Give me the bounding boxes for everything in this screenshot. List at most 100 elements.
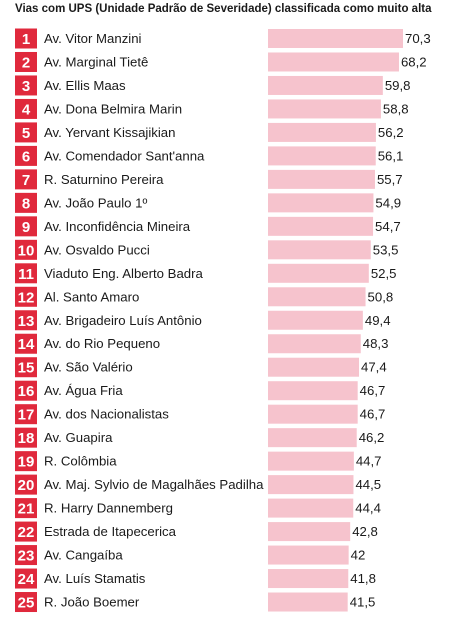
bar-row: 10 Av. Osvaldo Pucci 53,5 [15, 239, 399, 260]
value-label: 44,7 [356, 454, 382, 469]
value-label: 68,2 [401, 54, 427, 69]
street-name: Av. Yervant Kissajikian [44, 125, 175, 140]
bar [268, 122, 376, 142]
value-label: 48,3 [363, 336, 389, 351]
rank-badge [15, 75, 37, 96]
bar [268, 522, 351, 542]
value-label: 59,8 [385, 78, 411, 93]
rank-number: 14 [18, 336, 35, 353]
rank-number: 20 [18, 477, 35, 494]
value-label: 44,5 [355, 477, 381, 492]
rank-badge [15, 568, 37, 589]
street-name: Av. Marginal Tietê [44, 54, 148, 69]
street-name: Estrada de Itapecerica [44, 524, 177, 539]
rank-number: 22 [18, 524, 35, 541]
rank-badge [15, 474, 37, 495]
bar-row: 8 Av. João Paulo 1º 54,9 [15, 192, 401, 213]
rank-badge [15, 451, 37, 472]
street-name: Av. Osvaldo Pucci [44, 242, 150, 257]
rank-number: 9 [22, 219, 30, 236]
rank-badge [15, 169, 37, 190]
rank-badge [15, 192, 37, 213]
street-name: Av. São Valério [44, 360, 133, 375]
value-label: 55,7 [377, 172, 403, 187]
street-name: Av. Luís Stamatis [44, 571, 146, 586]
rank-number: 16 [18, 383, 35, 400]
bar-row: 13 Av. Brigadeiro Luís Antônio 49,4 [15, 310, 391, 331]
rank-badge [15, 263, 37, 284]
rank-badge [15, 51, 37, 72]
bar [268, 475, 354, 495]
street-name: Av. Maj. Sylvio de Magalhães Padilha [44, 477, 264, 492]
bar [268, 310, 363, 330]
rank-badge [15, 380, 37, 401]
bar-row: 20 Av. Maj. Sylvio de Magalhães Padilha 44… [15, 474, 381, 495]
rank-badge [15, 545, 37, 566]
value-label: 46,2 [359, 430, 385, 445]
value-label: 52,5 [371, 266, 397, 281]
rank-number: 21 [18, 501, 35, 518]
rank-number: 17 [18, 407, 35, 424]
street-name: Av. do Rio Pequeno [44, 336, 160, 351]
bar [268, 498, 354, 518]
bar [268, 263, 369, 283]
street-name: R. Saturnino Pereira [44, 172, 164, 187]
bar-row: 14 Av. do Rio Pequeno 48,3 [15, 333, 389, 354]
bar-row: 1 Av. Vitor Manzini 70,3 [15, 28, 431, 49]
rank-badge [15, 122, 37, 143]
street-name: Av. Ellis Maas [44, 78, 126, 93]
rank-badge [15, 98, 37, 119]
rank-badge [15, 216, 37, 237]
rank-number: 4 [22, 101, 31, 118]
rank-number: 3 [22, 78, 30, 95]
value-label: 70,3 [405, 31, 431, 46]
value-label: 44,4 [355, 501, 381, 516]
rank-badge [15, 145, 37, 166]
bar-row: 19 R. Colômbia 44,7 [15, 451, 382, 472]
rank-number: 10 [18, 242, 35, 259]
street-name: Av. Água Fria [44, 383, 123, 398]
rank-badge [15, 357, 37, 378]
street-name: R. Harry Dannemberg [44, 501, 173, 516]
bar [268, 381, 358, 401]
bar-row: 17 Av. dos Nacionalistas 46,7 [15, 404, 385, 425]
value-label: 42 [351, 548, 366, 563]
value-label: 41,5 [350, 595, 376, 610]
rank-number: 18 [18, 430, 35, 447]
street-name: Av. Guapira [44, 430, 113, 445]
value-label: 54,7 [375, 219, 401, 234]
bar-row: 16 Av. Água Fria 46,7 [15, 380, 385, 401]
rank-number: 1 [22, 31, 30, 48]
value-label: 58,8 [383, 101, 409, 116]
street-name: Av. dos Nacionalistas [44, 407, 169, 422]
bar-row: 15 Av. São Valério 47,4 [15, 357, 387, 378]
bar-row: 23 Av. Cangaíba 42 [15, 545, 366, 566]
bar [268, 99, 381, 119]
bar-row: 3 Av. Ellis Maas 59,8 [15, 75, 411, 96]
rank-badge [15, 239, 37, 260]
street-name: Av. Dona Belmira Marin [44, 101, 182, 116]
value-label: 50,8 [368, 289, 394, 304]
bar [268, 592, 348, 612]
bar [268, 52, 399, 72]
street-name: Av. Comendador Sant'anna [44, 148, 205, 163]
rank-badge [15, 404, 37, 425]
bar [268, 29, 403, 48]
bar-row: 12 Al. Santo Amaro 50,8 [15, 286, 394, 307]
value-label: 47,4 [361, 360, 387, 375]
rank-number: 13 [18, 313, 35, 330]
bar-row: 9 Av. Inconfidência Mineira 54,7 [15, 216, 401, 237]
rank-badge [15, 333, 37, 354]
street-name: R. Colômbia [44, 454, 117, 469]
value-label: 53,5 [373, 242, 399, 257]
rank-badge [15, 286, 37, 307]
value-label: 41,8 [350, 571, 376, 586]
rank-badge [15, 427, 37, 448]
bar-row: 5 Av. Yervant Kissajikian 56,2 [15, 122, 404, 143]
rank-number: 2 [22, 54, 30, 71]
bar-row: 18 Av. Guapira 46,2 [15, 427, 385, 448]
bar-row: 21 R. Harry Dannemberg 44,4 [15, 498, 381, 519]
bar [268, 169, 375, 189]
bar [268, 193, 374, 213]
